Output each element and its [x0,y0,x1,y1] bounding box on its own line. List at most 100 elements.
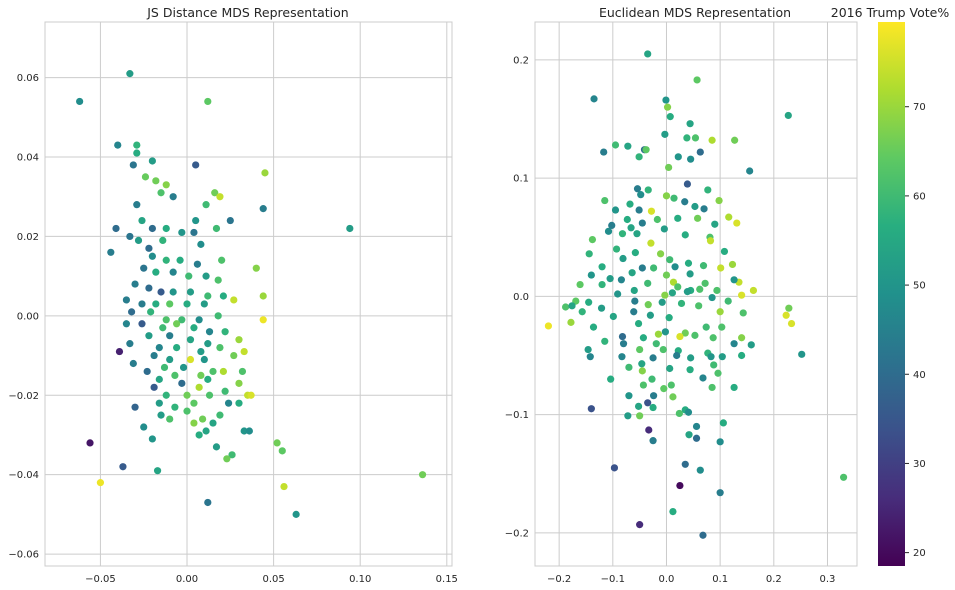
euclidean-points [544,50,848,539]
data-point [202,201,210,209]
data-point [650,264,658,272]
data-point [708,383,716,392]
colorbar-tick-label: 60 [913,191,926,202]
data-point [628,269,636,277]
data-point [143,367,151,376]
data-point [839,473,848,481]
data-point [694,214,702,222]
data-point [634,402,643,410]
data-point [259,292,267,300]
data-point [604,227,613,235]
data-point [665,314,673,322]
data-point [204,292,212,300]
data-point [685,431,693,439]
data-point [681,460,689,468]
data-point [153,467,162,475]
data-point [96,479,105,487]
x-tick-label: 0.05 [262,574,284,585]
data-point [216,344,224,352]
data-point [662,271,671,279]
data-point [638,360,646,368]
data-point [178,379,186,387]
data-point [173,344,181,352]
data-point [644,279,652,287]
data-point [692,434,701,442]
data-point [166,355,174,364]
data-point [636,412,644,420]
data-point [219,367,227,376]
data-point [166,415,174,423]
data-point [107,248,115,256]
euclidean-tick-labels: −0.2 −0.1 0.0 0.1 0.2 0.3 −0.2 −0.1 0.0 0.1 0.2 [505,55,836,585]
data-point [638,219,646,227]
data-point [185,272,193,280]
data-point [739,309,747,317]
data-point [717,264,725,272]
data-point [134,236,143,244]
data-point [668,289,676,297]
data-point [197,240,205,248]
data-point [702,323,710,331]
data-point [145,284,153,292]
data-point [644,50,652,58]
data-point [636,345,644,354]
data-point [114,141,122,149]
data-point [197,347,205,356]
data-point [649,403,657,412]
data-point [157,411,165,419]
colorbar: 20 30 40 50 60 70 2016 Trump Vote% [831,5,949,566]
data-point [179,363,188,372]
data-point [716,489,724,497]
data-point [186,288,195,296]
data-point [730,276,738,284]
data-point [195,383,203,391]
data-point [183,407,191,415]
data-point [782,311,790,319]
data-point [261,169,269,177]
data-point [112,224,120,233]
colorbar-tick-label: 30 [913,459,926,470]
data-point [706,237,715,245]
data-point [205,328,214,336]
data-point [625,363,633,371]
data-point [588,236,597,244]
data-point [119,463,127,471]
euclidean-grid [535,22,857,566]
data-point [662,192,671,200]
data-point [212,224,221,233]
data-point [606,275,614,283]
data-point [138,320,146,328]
data-point [674,214,682,222]
data-point [197,371,205,380]
data-point [346,224,354,233]
y-tick-label: 0.02 [17,232,39,243]
data-point [716,308,724,316]
data-point [784,111,792,120]
data-point [150,351,158,360]
data-point [715,196,723,205]
data-point [636,521,644,529]
data-point [235,399,243,407]
data-point [656,250,665,258]
data-point [204,97,212,106]
data-point [708,293,716,302]
data-point [676,481,684,490]
data-point [86,439,94,447]
y-tick-label: −0.2 [505,528,529,539]
data-point [710,361,718,369]
data-point [204,340,212,348]
data-point [162,224,170,233]
data-point [586,353,594,361]
x-tick-label: 0.1 [712,574,728,585]
data-point [76,97,84,106]
data-point [704,186,712,194]
y-tick-label: 0.1 [513,174,529,185]
data-point [663,103,672,111]
data-point [209,367,217,376]
data-point [696,148,704,156]
data-point [653,215,661,224]
data-point [601,337,609,345]
data-point [162,391,170,399]
data-point [155,344,163,352]
data-point [157,189,165,197]
